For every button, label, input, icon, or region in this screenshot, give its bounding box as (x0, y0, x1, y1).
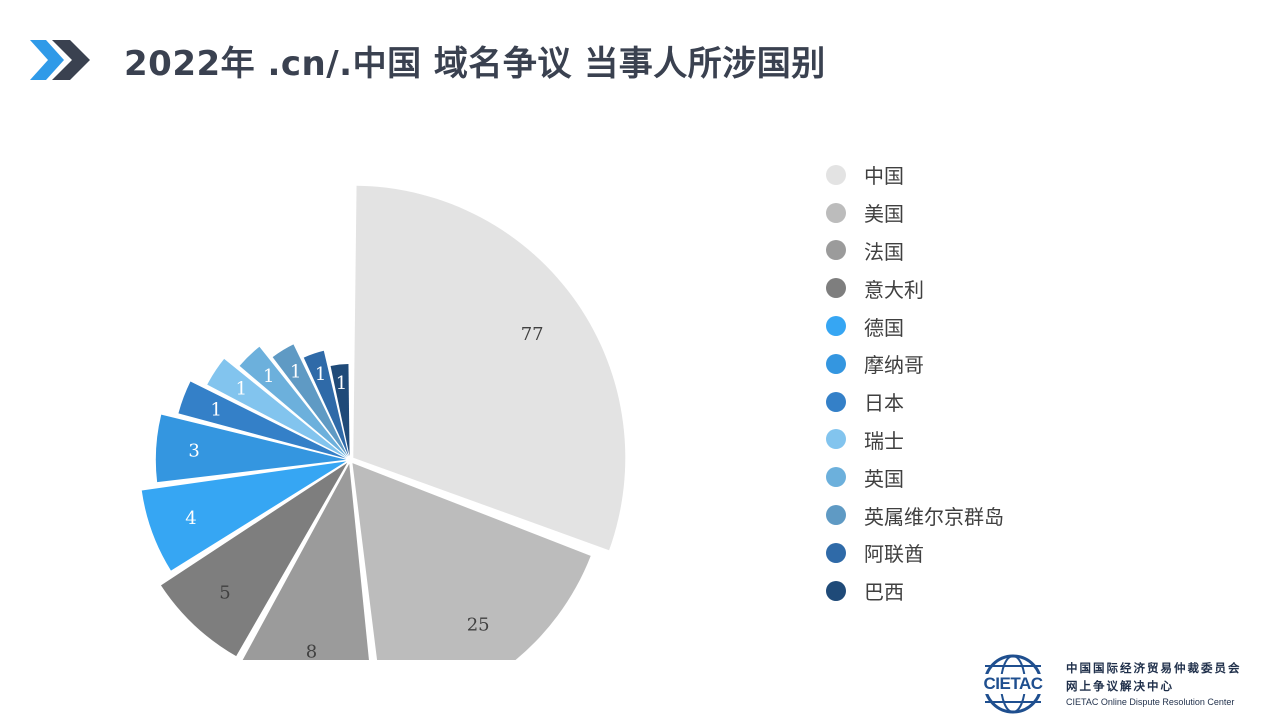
pie-slice-4 (160, 462, 348, 657)
legend-label: 英国 (864, 466, 904, 491)
logo-name-cn: 中国国际经济贸易仲裁委员会 (1066, 661, 1242, 675)
data-label-7: 1 (210, 399, 221, 420)
legend-item: 摩纳哥 (826, 345, 1004, 383)
legend-label: 巴西 (864, 580, 904, 605)
data-label-2: 25 (467, 614, 490, 635)
legend-label: 英属维尔京群岛 (864, 504, 1004, 529)
page-title: 2022年 .cn/.中国 域名争议 当事人所涉国别 (124, 44, 826, 84)
legend-label: 日本 (864, 391, 904, 416)
legend-item: 德国 (826, 307, 1004, 345)
legend-item: 英国 (826, 458, 1004, 496)
legend-label: 瑞士 (864, 428, 904, 453)
legend-swatch (826, 391, 846, 412)
pie-slice-2 (352, 463, 591, 660)
legend-label: 法国 (864, 239, 904, 264)
pie-slice-11 (303, 350, 349, 457)
pie-slice-5 (141, 461, 347, 571)
pie-slice-3 (242, 463, 369, 660)
legend-label: 德国 (864, 315, 904, 340)
cietac-logo: CIETAC 中国国际经济贸易仲裁委员会 网上争议解决中心 CIETAC Onl… (974, 652, 1274, 716)
legend-item: 瑞士 (826, 421, 1004, 459)
legend-label: 摩纳哥 (864, 353, 924, 378)
globe-emblem-icon (974, 654, 1052, 714)
legend-swatch (826, 278, 846, 299)
data-label-11: 1 (315, 364, 326, 385)
legend-label: 美国 (864, 202, 904, 227)
legend-swatch (826, 429, 846, 450)
data-label-5: 4 (185, 508, 196, 529)
pie-slice-1 (353, 185, 626, 551)
legend-item: 巴西 (826, 572, 1004, 610)
pie-slice-6 (155, 414, 347, 483)
logo-wordmark: CIETAC (983, 674, 1043, 693)
pie-slice-8 (207, 358, 347, 458)
legend-item: 阿联酋 (826, 534, 1004, 572)
legend-item: 中国 (826, 156, 1004, 194)
legend-item: 日本 (826, 383, 1004, 421)
legend-item: 美国 (826, 194, 1004, 232)
data-label-8: 1 (236, 379, 247, 400)
legend-label: 意大利 (864, 277, 924, 302)
legend-item: 法国 (826, 232, 1004, 270)
legend-swatch (826, 505, 846, 526)
legend-label: 阿联酋 (864, 542, 924, 567)
pie-slice-7 (178, 381, 347, 459)
legend-swatch (826, 353, 846, 374)
legend-swatch (826, 202, 846, 223)
legend-swatch (826, 467, 846, 488)
legend-swatch (826, 316, 846, 337)
data-label-6: 3 (188, 440, 199, 461)
legend-label: 中国 (864, 164, 904, 189)
pie-slice-9 (239, 346, 348, 458)
data-label-4: 5 (219, 583, 230, 604)
legend-swatch (826, 542, 846, 563)
legend-item: 英属维尔京群岛 (826, 496, 1004, 534)
data-label-3: 8 (306, 642, 317, 660)
data-label-9: 1 (263, 366, 274, 387)
pie-slice-10 (272, 344, 348, 457)
legend-swatch (826, 240, 846, 261)
data-label-1: 77 (521, 324, 544, 345)
legend-item: 意大利 (826, 269, 1004, 307)
chart-legend: 中国美国法国意大利德国摩纳哥日本瑞士英国英属维尔京群岛 阿联酋巴西 (826, 156, 1004, 610)
pie-slice-12 (330, 364, 350, 457)
legend-swatch (826, 580, 846, 601)
data-label-10: 1 (290, 362, 301, 383)
data-label-12: 1 (336, 373, 347, 394)
logo-subname-cn: 网上争议解决中心 (1066, 679, 1174, 693)
double-chevron-icon (30, 40, 90, 80)
logo-name-en: CIETAC Online Dispute Resolution Center (1066, 697, 1235, 707)
legend-swatch (826, 164, 846, 185)
